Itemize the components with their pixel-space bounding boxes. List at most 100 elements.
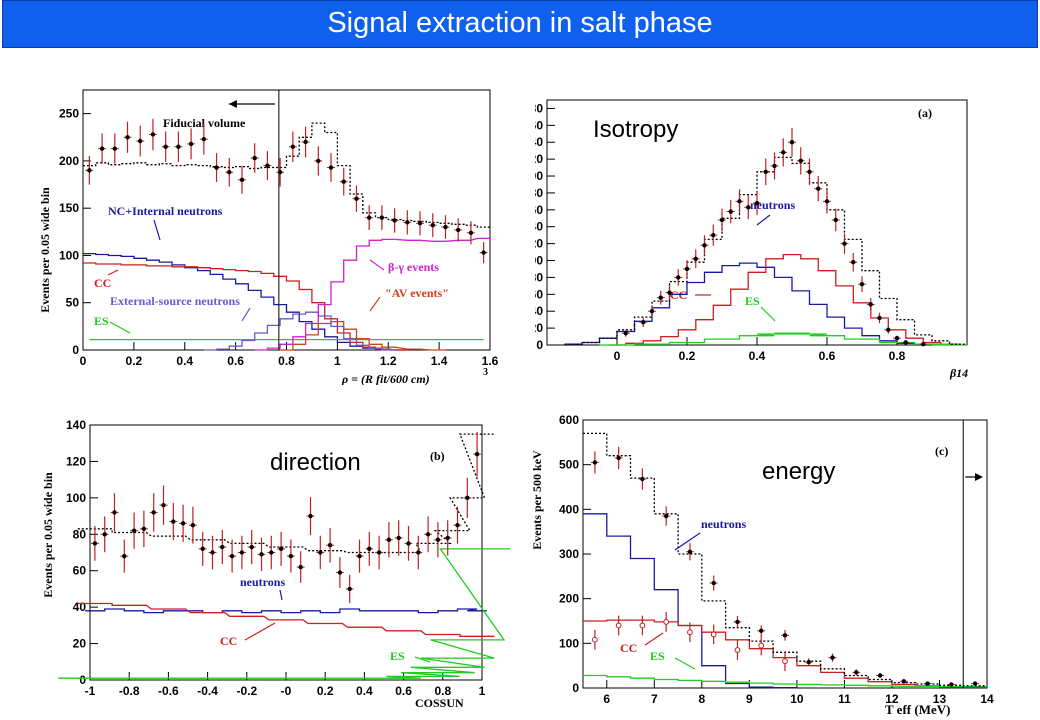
callout-arrow-icon <box>244 622 276 641</box>
data-point <box>308 513 313 519</box>
data-point <box>92 541 98 546</box>
y-tick-label: 240 <box>535 135 543 149</box>
data-point <box>641 319 646 325</box>
data-point <box>789 140 795 145</box>
data-point <box>347 586 352 592</box>
data-point <box>269 550 274 555</box>
data-point <box>868 302 873 307</box>
isotropy-chart: β14 Isotropy (a) neutrons CC ES 0 0.2 0.4 0… <box>535 99 968 380</box>
y-tick-label: 220 <box>535 152 543 166</box>
data-point <box>354 196 359 201</box>
data-point <box>772 163 777 169</box>
isotropy-es-label: ES <box>745 294 760 308</box>
data-point <box>663 513 669 519</box>
x-tick-label: 0 <box>614 349 621 363</box>
radial-xlabel: ρ = (R fit/600 cm) <box>341 372 430 385</box>
data-point <box>824 199 830 204</box>
data-point <box>239 177 245 183</box>
data-point <box>367 546 372 552</box>
axes: 6 7 8 9 10 11 12 13 14 0 100 200 300 400 500 600 <box>559 413 994 706</box>
data-point <box>138 138 143 144</box>
data-point <box>728 209 733 214</box>
x-tick-label: 0.8 <box>278 354 295 368</box>
direction-chart: Events per 0.05 wide bin COSSUN directio… <box>41 418 510 710</box>
data-point <box>252 155 257 161</box>
y-tick-label: 0 <box>72 343 79 357</box>
data-point <box>925 681 930 686</box>
y-tick-label: 280 <box>535 101 543 115</box>
callout-arrow-icon <box>153 219 161 241</box>
series-total <box>83 122 490 228</box>
page-title: Signal extraction in salt phase <box>327 7 713 39</box>
series--av-events- <box>280 320 446 351</box>
callout-arrow-icon <box>369 259 385 271</box>
y-tick-label: 200 <box>559 592 579 606</box>
x-tick-label: 12 <box>885 692 899 706</box>
data-point <box>220 544 225 550</box>
data-point <box>859 281 865 287</box>
y-tick-label: 200 <box>535 169 543 183</box>
data-point <box>316 158 321 164</box>
cc-data-point <box>782 658 788 665</box>
data-point <box>227 170 232 175</box>
data-point <box>112 146 117 151</box>
y-tick-label: 200 <box>59 154 79 168</box>
data-point <box>616 455 621 461</box>
data-point <box>430 223 435 228</box>
callout-arrow-icon <box>414 656 431 663</box>
y-tick-label: 0 <box>79 673 86 687</box>
callout-arrow-icon <box>109 321 131 334</box>
data-point <box>456 227 461 233</box>
y-tick-label: 260 <box>535 118 543 132</box>
data-point <box>658 295 663 300</box>
energy-cc-label: CC <box>620 641 637 655</box>
axes: -1 -0.8 -0.6 -0.4 -0.2 -0 0.2 0.4 0.6 0.8 1 0 20 40 60… <box>66 418 486 698</box>
data-point <box>640 476 645 482</box>
data-point <box>249 544 254 550</box>
data-point <box>782 633 788 638</box>
y-tick-label: 80 <box>535 270 543 284</box>
series-nc-internal-neutrons <box>83 252 408 351</box>
x-tick-label: 0.8 <box>434 684 451 698</box>
data-point <box>163 144 168 149</box>
data-point <box>150 132 156 137</box>
data-point <box>854 670 859 675</box>
x-tick-label: 14 <box>980 692 994 706</box>
y-tick-label: 0 <box>572 681 579 695</box>
data-points <box>621 127 928 347</box>
series-neutrons <box>564 262 932 345</box>
callout-arrow-icon <box>107 269 119 276</box>
energy-neutrons-label: neutrons <box>701 517 746 531</box>
data-point <box>180 521 186 526</box>
radial-es-label: ES <box>94 314 109 328</box>
x-tick-label: 11 <box>838 692 851 706</box>
data-point <box>468 230 474 235</box>
series--events <box>254 237 490 351</box>
data-point <box>877 673 883 678</box>
data-point <box>214 165 219 170</box>
plot-area: 0 0.2 0.4 0.6 0.8 1 1.2 1.4 1.6 0 50 100 150 200 250 <box>59 89 499 368</box>
cc-data-point <box>615 622 622 629</box>
x-tick-label: 7 <box>651 692 658 706</box>
data-point <box>746 205 751 210</box>
callout-arrow-icon <box>369 296 381 312</box>
y-tick-label: 180 <box>535 186 543 200</box>
title-bar: Signal extraction in salt phase <box>2 0 1038 48</box>
data-point <box>200 546 205 552</box>
x-tick-label: 1.6 <box>482 354 499 368</box>
x-tick-label: 0.6 <box>227 354 244 368</box>
x-tick-label: 0 <box>80 354 87 368</box>
data-point <box>341 179 346 184</box>
y-tick-label: 50 <box>66 296 80 310</box>
data-point <box>379 215 385 220</box>
data-point <box>416 550 421 555</box>
data-point <box>806 659 811 665</box>
y-tick-label: 150 <box>59 201 79 215</box>
data-point <box>112 510 117 515</box>
data-point <box>842 241 847 246</box>
x-tick-label: 0.4 <box>749 349 766 363</box>
cc-data-point <box>734 647 741 653</box>
data-point <box>337 570 343 575</box>
data-point <box>386 537 392 542</box>
data-point <box>886 327 891 332</box>
